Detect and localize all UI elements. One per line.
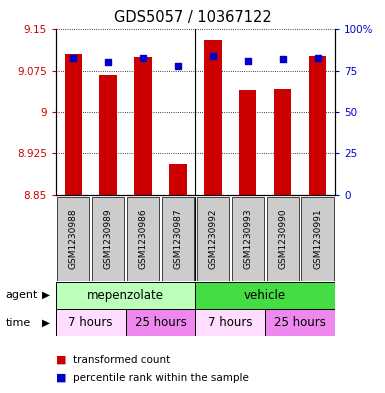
Text: ▶: ▶ [42,290,50,300]
Point [105,59,111,66]
Text: 25 hours: 25 hours [135,316,186,329]
Bar [65,54,82,195]
FancyBboxPatch shape [162,196,194,281]
Text: mepenzolate: mepenzolate [87,288,164,302]
Text: GSM1230989: GSM1230989 [104,208,113,269]
Point [315,54,321,61]
FancyBboxPatch shape [126,309,195,336]
Bar [274,89,291,195]
Text: GDS5057 / 10367122: GDS5057 / 10367122 [114,10,271,25]
FancyBboxPatch shape [265,309,335,336]
FancyBboxPatch shape [195,282,335,309]
Text: GSM1230986: GSM1230986 [139,208,147,269]
Point [280,56,286,62]
Text: 7 hours: 7 hours [69,316,113,329]
Text: ■: ■ [56,354,66,365]
FancyBboxPatch shape [266,196,299,281]
Text: GSM1230991: GSM1230991 [313,208,322,269]
Text: ▶: ▶ [42,318,50,328]
FancyBboxPatch shape [127,196,159,281]
Text: GSM1230992: GSM1230992 [208,209,218,269]
Text: vehicle: vehicle [244,288,286,302]
Text: GSM1230993: GSM1230993 [243,208,252,269]
Bar [239,90,256,195]
FancyBboxPatch shape [56,309,126,336]
Bar [204,40,221,195]
FancyBboxPatch shape [57,196,89,281]
Bar [309,56,326,195]
Bar [169,164,187,195]
FancyBboxPatch shape [195,309,265,336]
FancyBboxPatch shape [56,282,195,309]
Point [210,53,216,59]
Text: GSM1230987: GSM1230987 [173,208,182,269]
Text: agent: agent [6,290,38,300]
Bar [99,75,117,195]
Text: 7 hours: 7 hours [208,316,253,329]
Bar [134,57,152,195]
Point [244,58,251,64]
Text: percentile rank within the sample: percentile rank within the sample [73,373,249,383]
FancyBboxPatch shape [301,196,333,281]
FancyBboxPatch shape [197,196,229,281]
Point [70,54,76,61]
Text: GSM1230988: GSM1230988 [69,208,78,269]
Point [175,62,181,69]
Text: ■: ■ [56,373,66,383]
Text: time: time [6,318,31,328]
Text: GSM1230990: GSM1230990 [278,208,287,269]
Text: 25 hours: 25 hours [274,316,326,329]
FancyBboxPatch shape [232,196,264,281]
Point [140,54,146,61]
FancyBboxPatch shape [92,196,124,281]
Text: transformed count: transformed count [73,354,171,365]
